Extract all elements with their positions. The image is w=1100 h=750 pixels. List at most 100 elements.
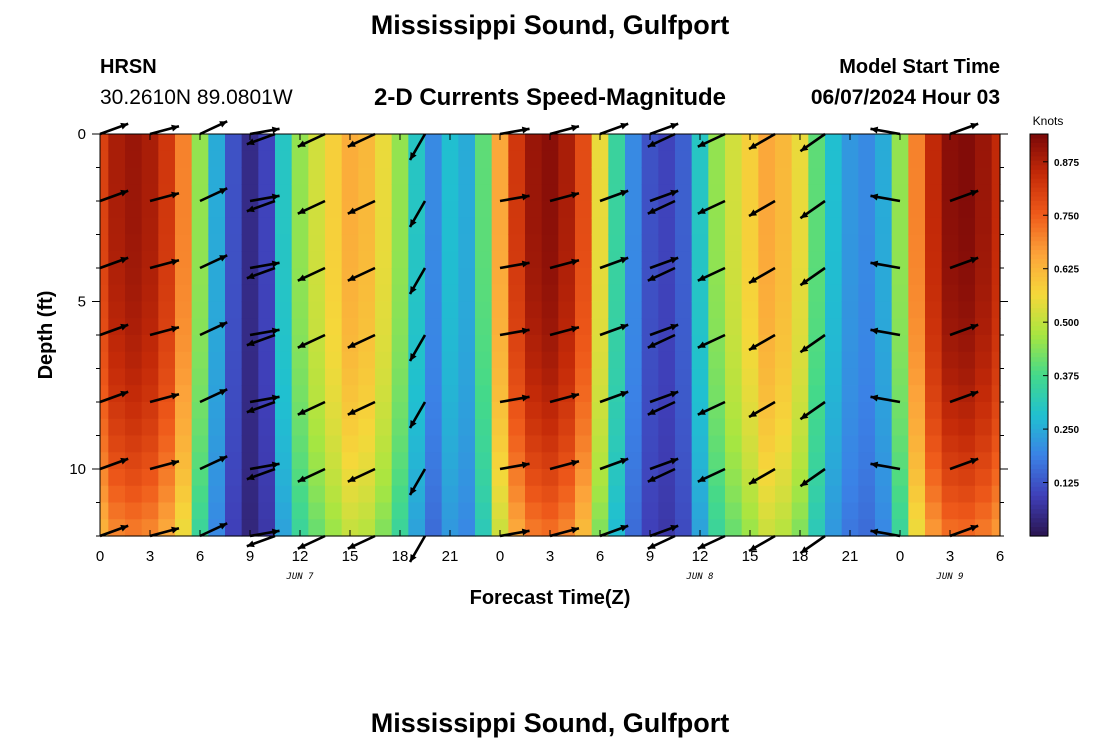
heatmap-cell (808, 469, 826, 487)
heatmap-cell (991, 184, 1001, 202)
heatmap-cell (725, 184, 743, 202)
heatmap-cell (225, 251, 243, 269)
heatmap-cell (741, 452, 759, 470)
heatmap-cell (941, 385, 959, 403)
heatmap-cell (775, 452, 793, 470)
heatmap-cell (191, 519, 209, 537)
heatmap-cell (858, 469, 876, 487)
heatmap-cell (825, 184, 843, 202)
heatmap-cell (358, 502, 376, 520)
heatmap-cell (691, 402, 709, 420)
colorbar-swatch (1030, 245, 1048, 251)
heatmap-cell (741, 217, 759, 236)
heatmap-cell (691, 502, 709, 520)
x-axis: 0 3 6 9 12 15 18 21 0 3 6 9 12 15 18 21 0 3 6 JUN 7 JUN 8 JUN… (96, 134, 1004, 582)
heatmap-cell (275, 351, 293, 370)
heatmap-cell (475, 368, 493, 386)
heatmap-cell (275, 469, 293, 487)
heatmap-cell (291, 318, 309, 336)
colorbar-swatch (1030, 312, 1048, 318)
heatmap-cell (425, 251, 443, 269)
heatmap-cell (791, 167, 809, 185)
heatmap-cell (425, 301, 443, 319)
heatmap-cell (508, 485, 526, 504)
heatmap-cell (208, 502, 226, 520)
heatmap-cell (141, 201, 159, 219)
heatmap-cell (875, 502, 893, 520)
heatmap-cell (408, 234, 426, 252)
heatmap-cell (291, 351, 309, 370)
heatmap-cell (758, 435, 776, 453)
heatmap-cell (841, 268, 859, 286)
heatmap-cell (958, 150, 976, 169)
colorbar-swatch (1030, 491, 1048, 497)
heatmap-cell (558, 351, 576, 370)
heatmap-cell (441, 184, 459, 202)
heatmap-cell (575, 418, 593, 437)
heatmap-cell (825, 368, 843, 386)
heatmap-cell (375, 435, 393, 453)
current-vector-head (571, 392, 579, 400)
heatmap-cell (541, 385, 559, 403)
heatmap-cell (541, 402, 559, 420)
heatmap-cell (941, 502, 959, 520)
heatmap-cell (141, 502, 159, 520)
heatmap-cell (708, 418, 726, 437)
heatmap-cell (475, 519, 493, 537)
heatmap-cell (241, 385, 259, 403)
colorbar-tick-label: 0.500 (1054, 318, 1079, 329)
heatmap-cell (275, 368, 293, 386)
current-vector-head (410, 353, 417, 361)
heatmap-cell (725, 368, 743, 386)
current-vector-head (410, 554, 417, 562)
heatmap-cell (591, 134, 609, 152)
heatmap-cell (925, 150, 943, 169)
heatmap-cell (808, 284, 826, 303)
heatmap-cell (825, 150, 843, 169)
heatmap-cell (275, 184, 293, 202)
heatmap-cell (325, 217, 343, 236)
heatmap-cell (775, 418, 793, 437)
heatmap-cell (341, 502, 359, 520)
heatmap-cell (408, 502, 426, 520)
heatmap-cell (825, 167, 843, 185)
heatmap-cell (375, 167, 393, 185)
heatmap-cell (108, 134, 126, 152)
current-vector-head (670, 256, 679, 264)
current-vector-head (749, 544, 757, 551)
heatmap-cell (725, 351, 743, 370)
heatmap-cell (741, 301, 759, 319)
current-vector-head (749, 142, 757, 149)
heatmap-cell (891, 234, 909, 252)
heatmap-cell (591, 268, 609, 286)
heatmap-cell (308, 452, 326, 470)
heatmap-cell (175, 217, 193, 236)
heatmap-cell (100, 385, 109, 403)
heatmap-cell (908, 167, 926, 185)
heatmap-cell (241, 150, 259, 169)
heatmap-cell (925, 519, 943, 537)
y-tick-label: 5 (78, 294, 86, 311)
heatmap-cell (291, 385, 309, 403)
heatmap-cell (558, 150, 576, 169)
heatmap-cell (275, 318, 293, 336)
heatmap-cell (125, 284, 143, 303)
heatmap-cell (341, 452, 359, 470)
heatmap-cell (908, 368, 926, 386)
heatmap-cell (291, 184, 309, 202)
heatmap-cell (475, 268, 493, 286)
heatmap-cell (175, 184, 193, 202)
heatmap-cell (441, 134, 459, 152)
heatmap-cell (141, 318, 159, 336)
colorbar-swatch (1030, 442, 1048, 448)
heatmap-cell (475, 284, 493, 303)
heatmap-cell (108, 351, 126, 370)
heatmap-cell (100, 301, 109, 319)
heatmap-cell (208, 301, 226, 319)
heatmap-cell (675, 217, 693, 236)
heatmap-cell (291, 485, 309, 504)
heatmap-cell (375, 201, 393, 219)
heatmap-cell (658, 284, 676, 303)
heatmap-cell (325, 134, 343, 152)
heatmap-cell (175, 385, 193, 403)
